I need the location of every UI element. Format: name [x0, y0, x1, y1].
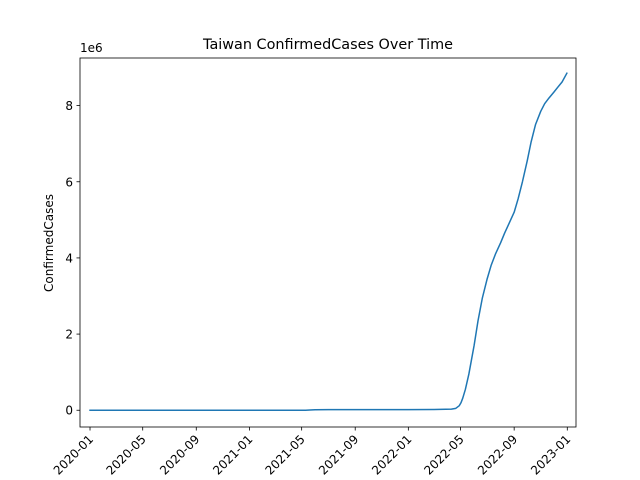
y-axis-title: ConfirmedCases — [42, 194, 56, 292]
y-tick-label: 8 — [65, 99, 73, 113]
axes-frame — [79, 57, 577, 428]
chart-title: Taiwan ConfirmedCases Over Time — [202, 37, 453, 53]
y-offset-label: 1e6 — [80, 41, 103, 55]
series-line — [89, 72, 568, 411]
y-tick-label: 2 — [65, 328, 73, 342]
y-tick-label: 4 — [65, 251, 73, 265]
y-tick-label: 0 — [65, 404, 73, 418]
y-tick-label: 6 — [65, 175, 73, 189]
